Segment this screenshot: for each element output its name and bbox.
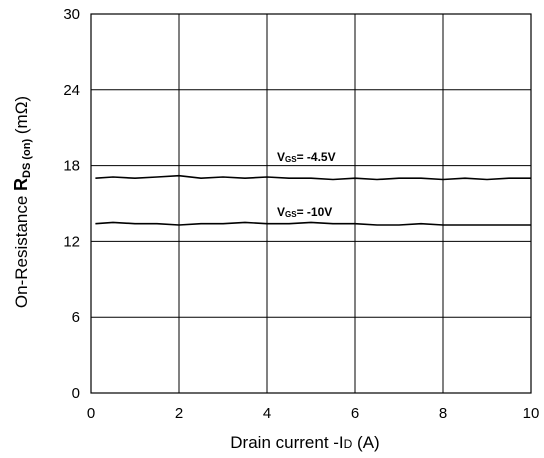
y-tick-label: 12 (63, 233, 80, 250)
x-tick-label: 10 (523, 405, 540, 422)
series-line-0 (95, 176, 531, 180)
y-axis-label: On-Resistance RDS (on) (mΩ) (11, 96, 33, 308)
series-annotation-vgs-4-5v: VGS= -4.5V (277, 150, 336, 164)
grid (91, 14, 531, 393)
x-tick-label: 0 (87, 405, 95, 422)
y-tick-label: 24 (63, 82, 80, 99)
y-tick-label: 6 (72, 309, 80, 326)
x-tick-label: 4 (263, 405, 271, 422)
y-tick-label: 0 (72, 385, 80, 402)
y-tick-label: 30 (63, 6, 80, 23)
series-line-1 (95, 222, 531, 225)
x-tick-label: 6 (351, 405, 359, 422)
x-tick-label: 2 (175, 405, 183, 422)
series-annotation-vgs-10v: VGS= -10V (277, 205, 332, 219)
x-tick-label: 8 (439, 405, 447, 422)
plot-frame (91, 14, 531, 393)
x-axis-label: Drain current -ID (A) (230, 433, 379, 452)
y-tick-label: 18 (63, 158, 80, 175)
